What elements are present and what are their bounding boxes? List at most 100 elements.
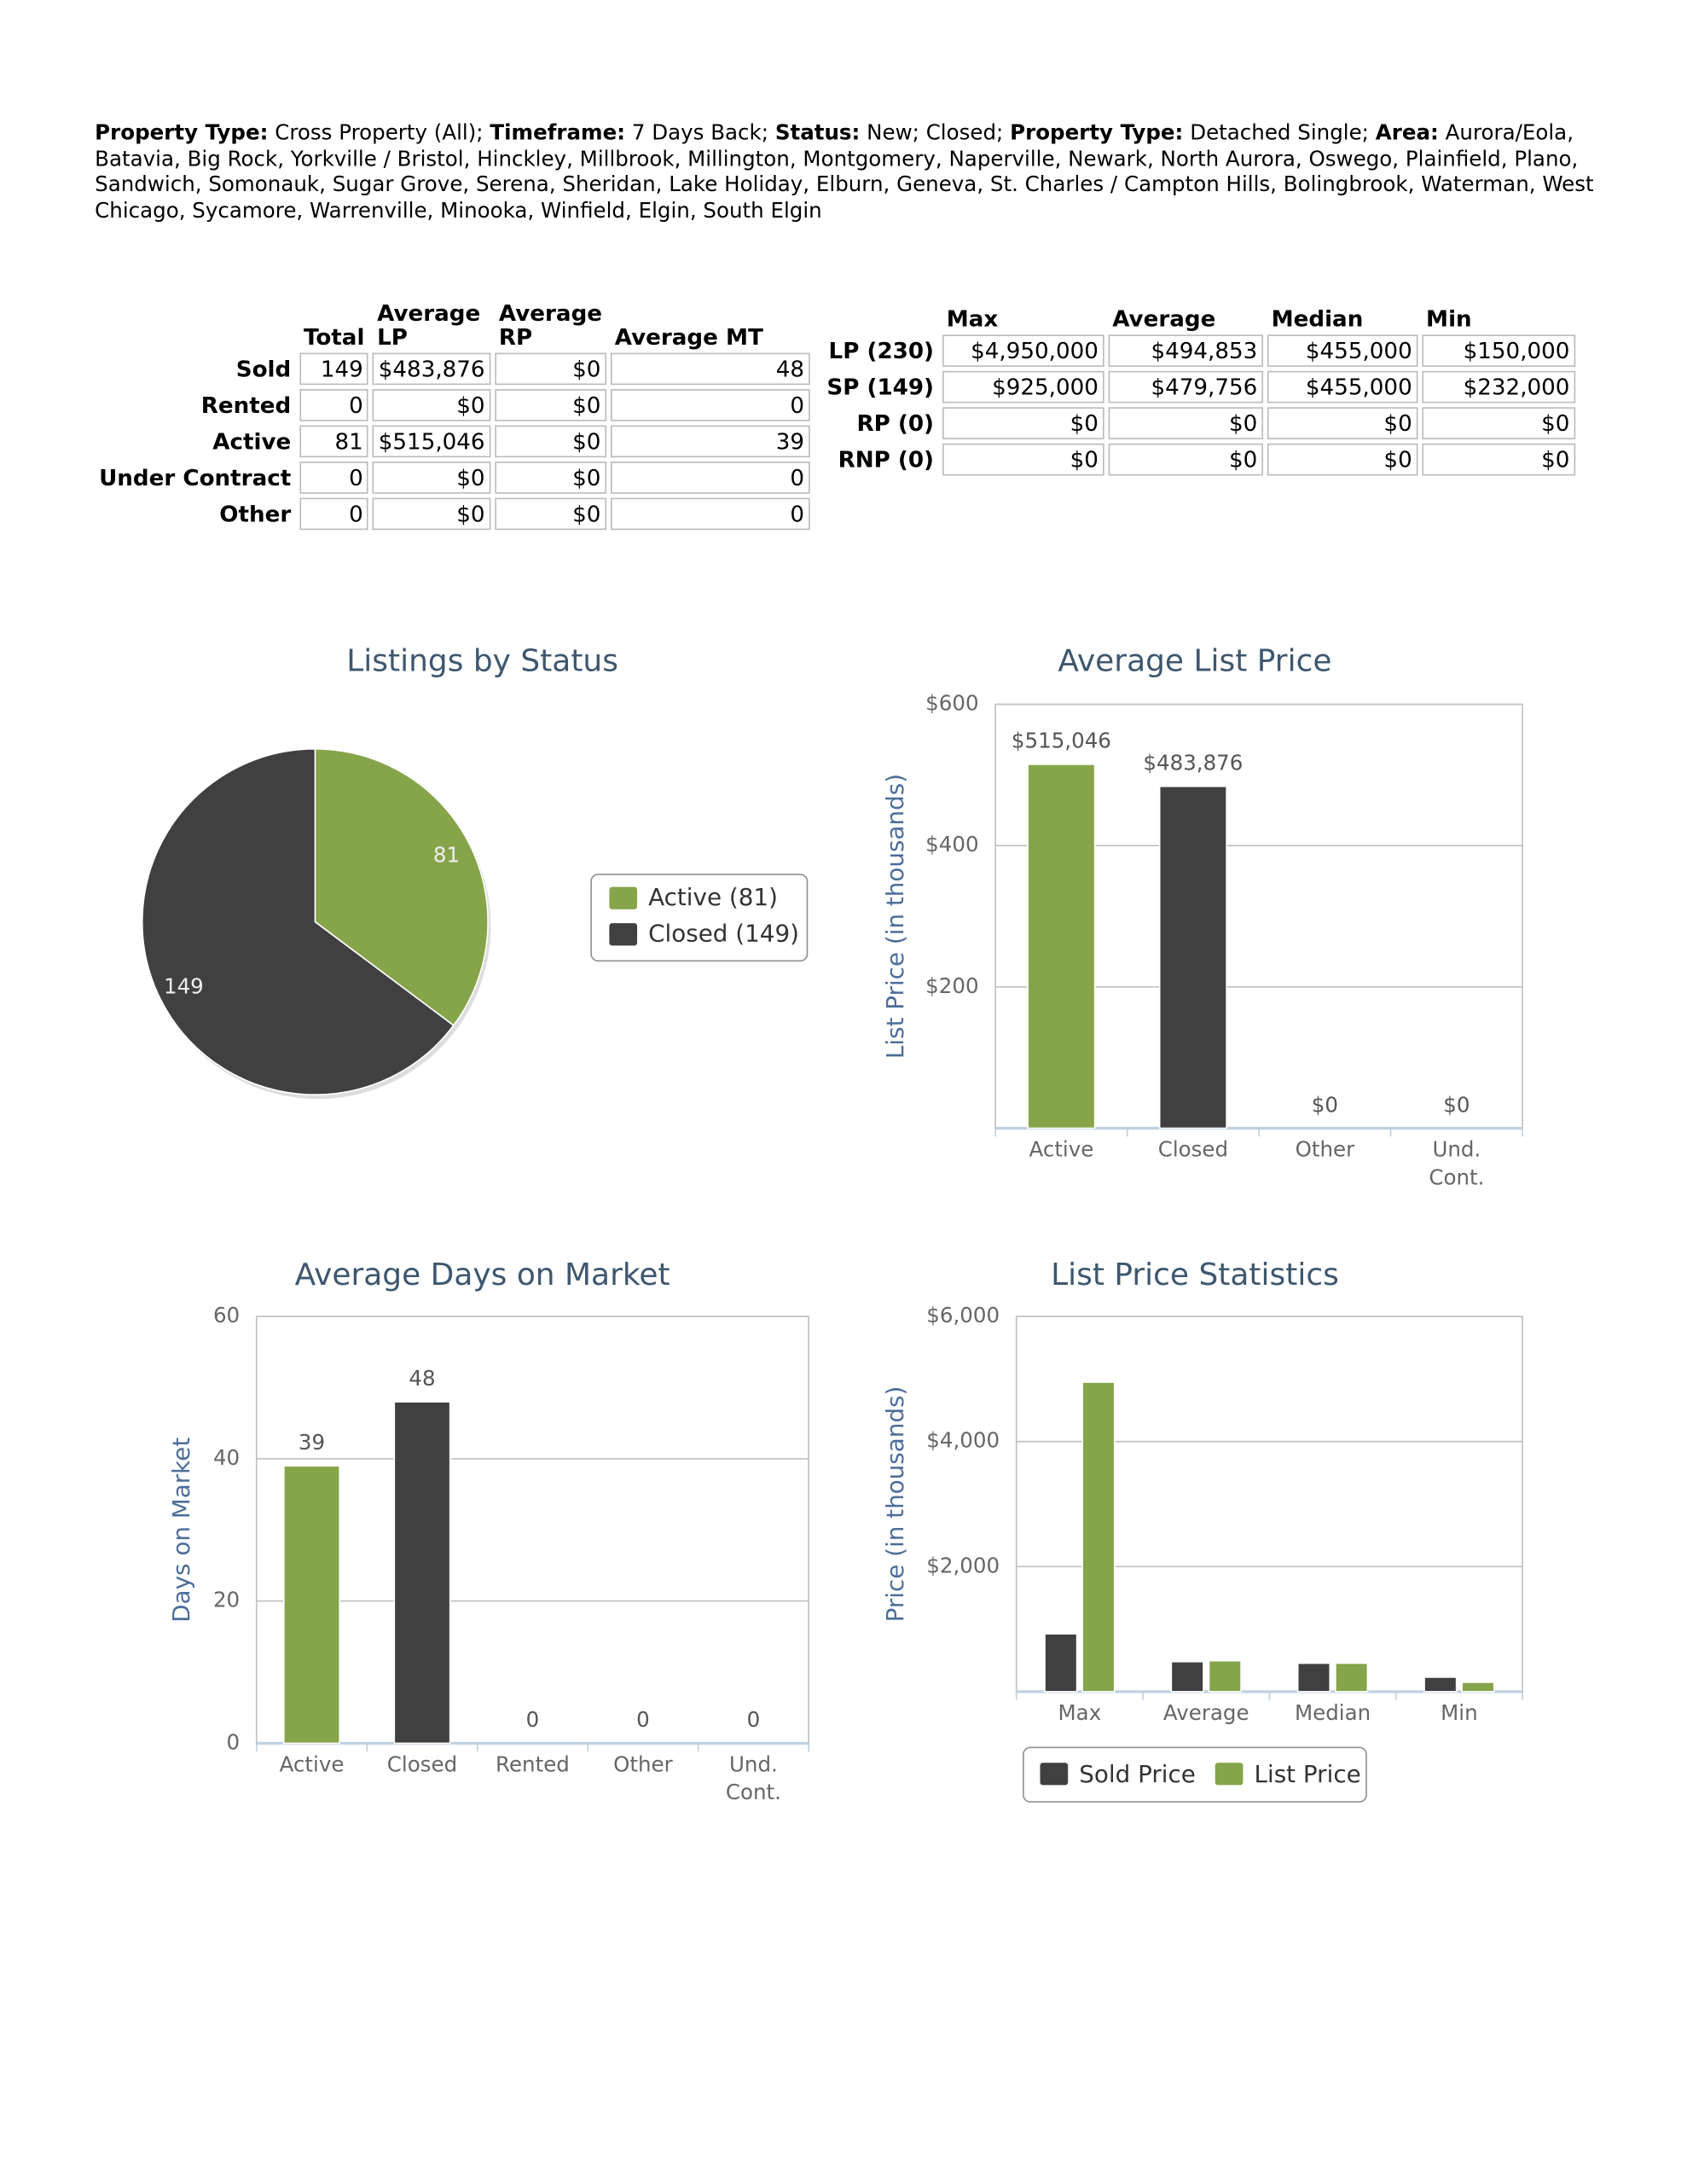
legend-label: Closed (149)	[648, 919, 799, 947]
chart-title: List Price Statistics	[1051, 1258, 1339, 1292]
column-header: Average MT	[614, 323, 763, 351]
x-tick-label: Median	[1295, 1700, 1371, 1725]
x-tick-label: Rented	[496, 1752, 570, 1777]
table-cell: 0	[299, 462, 369, 494]
legend-swatch	[1040, 1763, 1069, 1786]
row-label: Active	[212, 427, 292, 455]
value-label: $515,046	[1012, 729, 1111, 753]
legend-label: Sold Price	[1079, 1760, 1196, 1788]
bar	[1081, 1381, 1116, 1693]
y-tick-label: 60	[213, 1303, 240, 1327]
criteria-label: Property Type:	[95, 119, 269, 146]
bar	[283, 1465, 341, 1745]
y-tick-label: $2,000	[926, 1553, 1000, 1577]
bar	[1158, 785, 1227, 1130]
table-row: RP (0) $0 $0 $0 $0	[822, 407, 1575, 439]
row-label: Sold	[235, 355, 292, 382]
table-cell: $0	[1422, 407, 1575, 439]
table-cell: $0	[373, 497, 491, 531]
value-label: $0	[1312, 1092, 1338, 1117]
column-header: Average LP	[377, 299, 481, 351]
chart-title: Average List Price	[1058, 643, 1331, 678]
pie-slice	[141, 748, 455, 1096]
x-tick-label: Max	[1058, 1700, 1102, 1725]
criteria-value: Aurora/Eola, Batavia, Big Rock, Yorkvill…	[95, 119, 1594, 223]
bar	[1027, 764, 1096, 1130]
table-cell: $0	[942, 407, 1104, 439]
table-row: LP (230) $4,950,000 $494,853 $455,000 $150,0…	[822, 334, 1575, 367]
y-tick-label: $4,000	[926, 1428, 1000, 1453]
row-label: RNP (0)	[838, 446, 935, 473]
bar	[1044, 1633, 1078, 1693]
table-row: Under Contract 0 $0 $0 0	[95, 462, 810, 494]
value-label: 39	[299, 1430, 325, 1455]
column-header: Median	[1271, 305, 1364, 333]
x-tick-label: Und. Cont.	[1429, 1137, 1484, 1190]
table-cell: $0	[373, 462, 491, 494]
table-row: SP (149) $925,000 $479,756 $455,000 $232,000	[822, 370, 1575, 404]
status-table: Total Average LP Average RP Average MT Sold 1…	[90, 297, 814, 534]
table-cell: $925,000	[942, 370, 1104, 404]
table-cell: $0	[1108, 407, 1263, 439]
table-row: RNP (0) $0 $0 $0 $0	[822, 443, 1575, 476]
x-tick-label: Other	[613, 1752, 674, 1777]
legend-box	[590, 874, 809, 962]
criteria-label: Status:	[774, 119, 861, 146]
criteria-value: 7 Days Back;	[631, 119, 769, 146]
criteria-label: Area:	[1375, 119, 1439, 146]
criteria-label: Timeframe:	[490, 119, 626, 146]
x-tick-label: Active	[280, 1752, 345, 1777]
table-row: Active 81 $515,046 $0 39	[95, 425, 810, 458]
table-cell: $0	[495, 425, 606, 458]
price-table: Max Average Median Min LP (230) $4,950,000 $49…	[819, 297, 1580, 479]
legend-label: List Price	[1255, 1760, 1361, 1788]
bar	[1296, 1662, 1331, 1693]
row-label: LP (230)	[828, 337, 935, 364]
y-tick-label: $400	[925, 832, 978, 857]
column-header: Average RP	[498, 299, 603, 351]
y-axis-title: List Price (in thousands)	[881, 774, 909, 1059]
table-cell: $0	[1267, 443, 1418, 476]
bar	[1208, 1659, 1242, 1693]
legend-swatch	[609, 886, 638, 909]
table-cell: 0	[610, 497, 810, 531]
bar	[393, 1401, 451, 1745]
table-cell: 48	[610, 352, 810, 386]
table-row: Other 0 $0 $0 0	[95, 497, 810, 531]
table-cell: $0	[495, 389, 606, 421]
table-cell: $232,000	[1422, 370, 1575, 404]
table-cell: $0	[495, 352, 606, 386]
value-label: $483,876	[1143, 751, 1243, 775]
table-cell: $0	[495, 497, 606, 531]
x-tick-label: Other	[1296, 1137, 1356, 1162]
table-cell: $455,000	[1267, 334, 1418, 367]
slice-label: 149	[164, 974, 204, 999]
column-header: Total	[303, 323, 365, 351]
column-header: Min	[1426, 305, 1472, 333]
x-tick-label: Closed	[387, 1752, 457, 1777]
table-cell: 81	[299, 425, 369, 458]
row-label: Under Contract	[99, 464, 292, 491]
table-cell: $515,046	[373, 425, 491, 458]
table-row: Sold 149 $483,876 $0 48	[95, 352, 810, 386]
criteria-value: Cross Property (All);	[275, 119, 484, 146]
x-tick-label: Und. Cont.	[726, 1752, 781, 1805]
table-cell: $0	[1108, 443, 1263, 476]
table-cell: $0	[1267, 407, 1418, 439]
table-cell: 0	[299, 389, 369, 421]
value-label: $0	[1443, 1092, 1470, 1117]
y-tick-label: $6,000	[926, 1303, 1000, 1327]
table-cell: $0	[942, 443, 1104, 476]
table-cell: $479,756	[1108, 370, 1263, 404]
column-header: Max	[946, 305, 999, 333]
chart-title: Listings by Status	[346, 643, 618, 678]
value-label: 48	[409, 1366, 435, 1391]
row-label: Other	[219, 500, 292, 527]
x-tick-label: Average	[1163, 1700, 1249, 1725]
table-cell: $4,950,000	[942, 334, 1104, 367]
x-tick-label: Closed	[1158, 1137, 1228, 1162]
table-cell: $455,000	[1267, 370, 1418, 404]
